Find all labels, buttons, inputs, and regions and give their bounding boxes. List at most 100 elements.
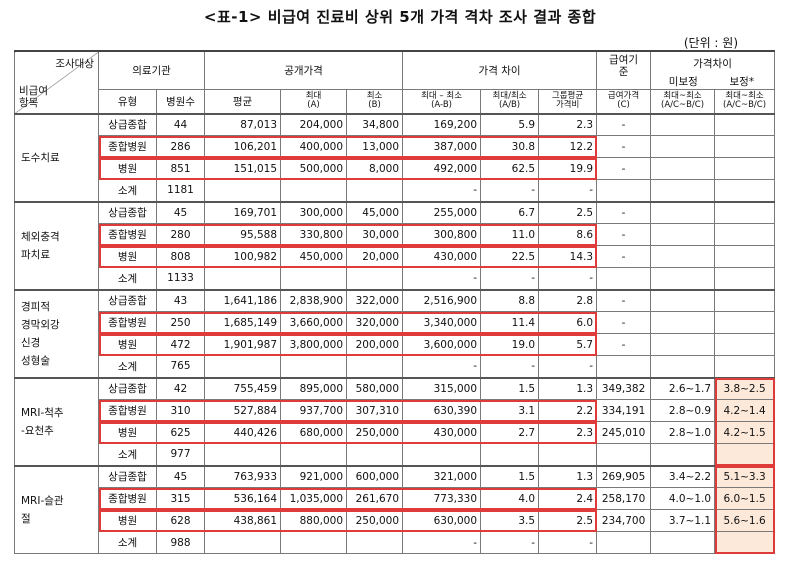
max-cell <box>280 531 348 554</box>
max-cell <box>280 443 348 466</box>
avg-cell: 527,884 <box>204 399 282 422</box>
unc-cell <box>650 223 716 246</box>
count-cell: 44 <box>155 112 206 136</box>
corner-bottom-label: 비급여 항목 <box>19 84 48 109</box>
type-cell: 병원 <box>98 245 157 268</box>
ratio-cell: 22.5 <box>480 245 540 268</box>
group-cell: 1.3 <box>538 464 598 488</box>
unc-cell: 3.4~2.2 <box>650 464 716 488</box>
ratio-cell: - <box>480 267 540 290</box>
unc-cell: 2.8~1.0 <box>650 421 716 444</box>
item-name-line: 경피적 <box>21 300 50 313</box>
max-cell: 300,000 <box>280 200 348 224</box>
min-cell: 13,000 <box>346 135 404 158</box>
min-cell: 600,000 <box>346 464 404 488</box>
benefit-header: 급여기 준 <box>596 50 652 90</box>
type-cell: 종합병원 <box>98 311 157 334</box>
type-cell: 종합병원 <box>98 135 157 158</box>
group-cell: 2.2 <box>538 399 598 422</box>
gap2-header: 가격차이 미보정 보정* <box>650 50 776 90</box>
table-body: 도수치료 상급종합 44 87,013 204,000 34,800 169,200 5.9 2… <box>14 112 776 554</box>
cor-cell <box>714 311 776 334</box>
ratio-cell: 6.7 <box>480 200 540 224</box>
type-cell: 소계 <box>98 267 157 290</box>
avg-cell: 169,701 <box>204 200 282 224</box>
unc-cell <box>650 200 716 224</box>
diff-cell: 321,000 <box>402 464 482 488</box>
item-name-line: 절 <box>21 512 31 525</box>
count-cell: 628 <box>155 509 206 532</box>
benefit-price-header: 급여가격 (C) <box>596 89 652 114</box>
unc-cell <box>650 112 716 136</box>
group-cell: 19.9 <box>538 157 598 180</box>
gap2-label: 가격차이 <box>693 58 732 70</box>
table-row: 병원 808 100,982 450,000 20,000 430,000 22.5 14.3… <box>15 245 776 268</box>
count-header: 병원수 <box>155 89 206 114</box>
item-name-cell: 체외충격 파치료 <box>14 200 99 290</box>
group-cell: - <box>538 179 598 202</box>
max-cell: 3,660,000 <box>280 311 348 334</box>
table-row: 소계 1133- - - <box>15 267 776 290</box>
ratio-cell: 11.4 <box>480 311 540 334</box>
unc-cell <box>650 311 716 334</box>
ratio-cell: 1.5 <box>480 376 540 400</box>
diff-header: 최대 – 최소 (A-B) <box>402 89 482 114</box>
count-cell: 280 <box>155 223 206 246</box>
type-cell: 종합병원 <box>98 487 157 510</box>
min-cell <box>346 531 404 554</box>
table-row: 병원 628 438,861 880,000 250,000 630,000 3.5 2.5 2… <box>15 509 776 532</box>
avg-cell <box>204 443 282 466</box>
ratio-cell: 3.5 <box>480 509 540 532</box>
min-cell <box>346 267 404 290</box>
cor-cell <box>714 157 776 180</box>
unc-cell <box>650 333 716 356</box>
count-cell: 472 <box>155 333 206 356</box>
cor-cell: 4.2~1.4 <box>714 399 776 422</box>
cor-cell <box>714 245 776 268</box>
ratio-cell: 1.5 <box>480 464 540 488</box>
min-cell: 250,000 <box>346 509 404 532</box>
uncorrected-range-header: 최대~최소 (A/C~B/C) <box>650 89 716 114</box>
type-cell: 병원 <box>98 509 157 532</box>
table-row: 종합병원 310 527,884 937,700 307,310 630,390 3.1 2.… <box>15 399 776 422</box>
diff-cell: - <box>402 267 482 290</box>
type-cell: 종합병원 <box>98 399 157 422</box>
diff-cell: - <box>402 179 482 202</box>
group-cell: - <box>538 267 598 290</box>
unc-cell: 2.8~0.9 <box>650 399 716 422</box>
benefit-cell <box>596 531 652 554</box>
max-cell <box>280 355 348 378</box>
diff-cell: 630,390 <box>402 399 482 422</box>
benefit-cell <box>596 267 652 290</box>
count-cell: 1133 <box>155 267 206 290</box>
item-name-line: 신경 <box>21 336 41 349</box>
cor-cell: 3.8~2.5 <box>714 376 776 400</box>
diff-cell: 255,000 <box>402 200 482 224</box>
min-cell: 320,000 <box>346 311 404 334</box>
item-name-line: 도수치료 <box>21 151 60 164</box>
min-cell: 250,000 <box>346 421 404 444</box>
benefit-cell: 269,905 <box>596 464 652 488</box>
ratio-cell: - <box>480 179 540 202</box>
type-cell: 종합병원 <box>98 223 157 246</box>
unc-cell: 2.6~1.7 <box>650 376 716 400</box>
ratio-cell: 5.9 <box>480 112 540 136</box>
item-name-line: MRI-척추 <box>21 406 64 419</box>
benefit-cell: - <box>596 200 652 224</box>
count-cell: 45 <box>155 200 206 224</box>
diff-cell: 773,330 <box>402 487 482 510</box>
max-cell <box>280 267 348 290</box>
count-cell: 250 <box>155 311 206 334</box>
item-name-cell: MRI-슬관 절 <box>14 464 99 554</box>
benefit-cell <box>596 355 652 378</box>
unc-cell <box>650 179 716 202</box>
table-row: 소계 988- - - <box>15 531 776 554</box>
benefit-cell: - <box>596 288 652 312</box>
max-cell <box>280 179 348 202</box>
diff-cell: 300,800 <box>402 223 482 246</box>
table-row: 종합병원 280 95,588 330,800 30,000 300,800 11.0 8.6… <box>15 223 776 246</box>
unit-label: (단위 : 원) <box>683 36 738 50</box>
unc-cell <box>650 267 716 290</box>
avg-header: 평균 <box>204 89 282 114</box>
count-cell: 808 <box>155 245 206 268</box>
